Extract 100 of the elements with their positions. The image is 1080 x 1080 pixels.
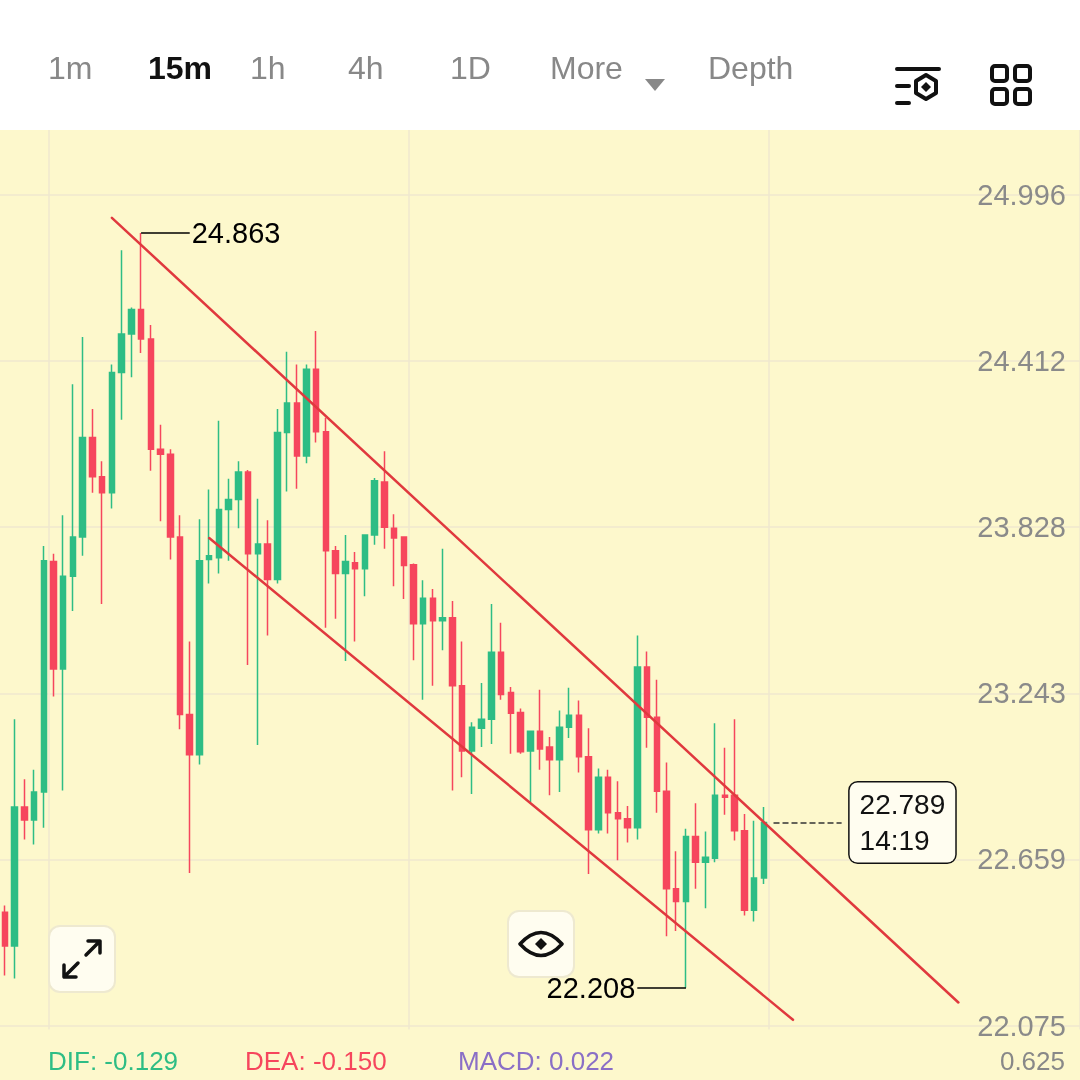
y-tick-label: 24.996 (977, 179, 1066, 212)
candlestick (20, 778, 29, 841)
y-tick-label: 22.075 (977, 1009, 1066, 1042)
candlestick (117, 249, 126, 421)
candlestick (623, 805, 632, 844)
candlestick (370, 477, 379, 546)
y-tick-label: 23.243 (977, 677, 1066, 710)
candlestick (195, 518, 204, 766)
candlestick (331, 545, 340, 620)
candlestick (721, 747, 729, 816)
candlestick (1, 904, 9, 977)
candlestick (40, 545, 48, 829)
candlestick (127, 306, 136, 379)
candlestick (604, 768, 612, 835)
candlestick (584, 727, 593, 875)
candlestick (750, 820, 758, 923)
candlestick (419, 579, 427, 701)
text: More (550, 49, 623, 87)
candlestick (643, 650, 651, 749)
candlestick (205, 488, 213, 585)
candlestick (497, 621, 505, 701)
candlestick (30, 768, 38, 846)
candlestick (322, 416, 330, 629)
candlestick (108, 363, 116, 510)
candlestick (224, 478, 233, 562)
ref-line-label: 22.789 (859, 789, 946, 821)
candlestick (458, 640, 466, 779)
candlestick (293, 363, 301, 490)
candlestick (565, 687, 573, 739)
y-tick-label: 22.659 (977, 843, 1066, 876)
candlestick (49, 553, 58, 698)
candlestick (730, 718, 739, 842)
text: DIF: -0.129 (48, 1046, 179, 1077)
y-tick-label: 24.412 (977, 345, 1066, 378)
candlestick (156, 424, 165, 522)
candlestick (10, 718, 19, 980)
text: 0.625 (999, 1046, 1065, 1077)
candlestick (516, 707, 525, 755)
text: DEA: -0.150 (245, 1046, 387, 1077)
y-tick-label: 23.828 (977, 511, 1066, 544)
candlestick (98, 460, 106, 605)
text: 1m (48, 49, 93, 87)
candlestick (614, 780, 622, 862)
candlestick (711, 722, 719, 864)
candlestick (672, 850, 680, 932)
text: MACD: 0.022 (458, 1046, 615, 1077)
candlestick (507, 686, 515, 755)
candlestick (283, 350, 291, 493)
candlestick (477, 682, 486, 748)
candlestick (740, 813, 749, 917)
annotation: 14:19 (859, 825, 930, 857)
candlestick (215, 420, 223, 575)
candlestick (400, 535, 408, 600)
annotation: 24.863 (191, 216, 281, 249)
candlestick (88, 408, 97, 494)
candlestick (409, 562, 418, 661)
candlestick (361, 534, 369, 597)
candlestick (137, 232, 145, 354)
candlestick (69, 383, 77, 612)
candlestick (760, 806, 768, 885)
text: 1D (450, 49, 491, 87)
candlestick (176, 514, 184, 731)
candlestick (594, 767, 603, 835)
candlestick (448, 600, 457, 792)
candlestick (536, 689, 544, 771)
candlestick (263, 519, 272, 637)
candlestick (147, 324, 155, 472)
candlestick (166, 448, 175, 561)
candlestick (341, 534, 350, 662)
candlestick (185, 640, 194, 874)
candlestick (662, 761, 671, 937)
candlestick (526, 730, 535, 803)
text: 15m (148, 49, 213, 87)
candlestick (244, 469, 252, 666)
candlestick (59, 514, 67, 792)
text: Depth (708, 49, 794, 87)
candlestick (254, 497, 262, 746)
text: 4h (348, 49, 384, 87)
candlestick (78, 336, 87, 557)
candlestick (575, 699, 583, 774)
candlestick (312, 330, 320, 444)
annotation: 22.208 (546, 971, 636, 1004)
candlestick (429, 588, 437, 687)
candlestick (682, 828, 690, 989)
candlestick (653, 679, 661, 814)
candlestick (691, 802, 700, 890)
candlestick (555, 709, 564, 793)
candlestick (438, 548, 447, 651)
candlestick (701, 830, 710, 910)
candlestick (633, 634, 642, 841)
candlestick (234, 460, 243, 530)
candlestick (380, 450, 389, 550)
text: 1h (250, 49, 286, 87)
candlestick (302, 363, 311, 464)
candlestick (273, 408, 282, 585)
candlestick (545, 736, 554, 796)
candlestick (351, 551, 359, 643)
candlestick (468, 721, 476, 795)
candlestick (390, 513, 398, 588)
candlestick (487, 603, 496, 745)
